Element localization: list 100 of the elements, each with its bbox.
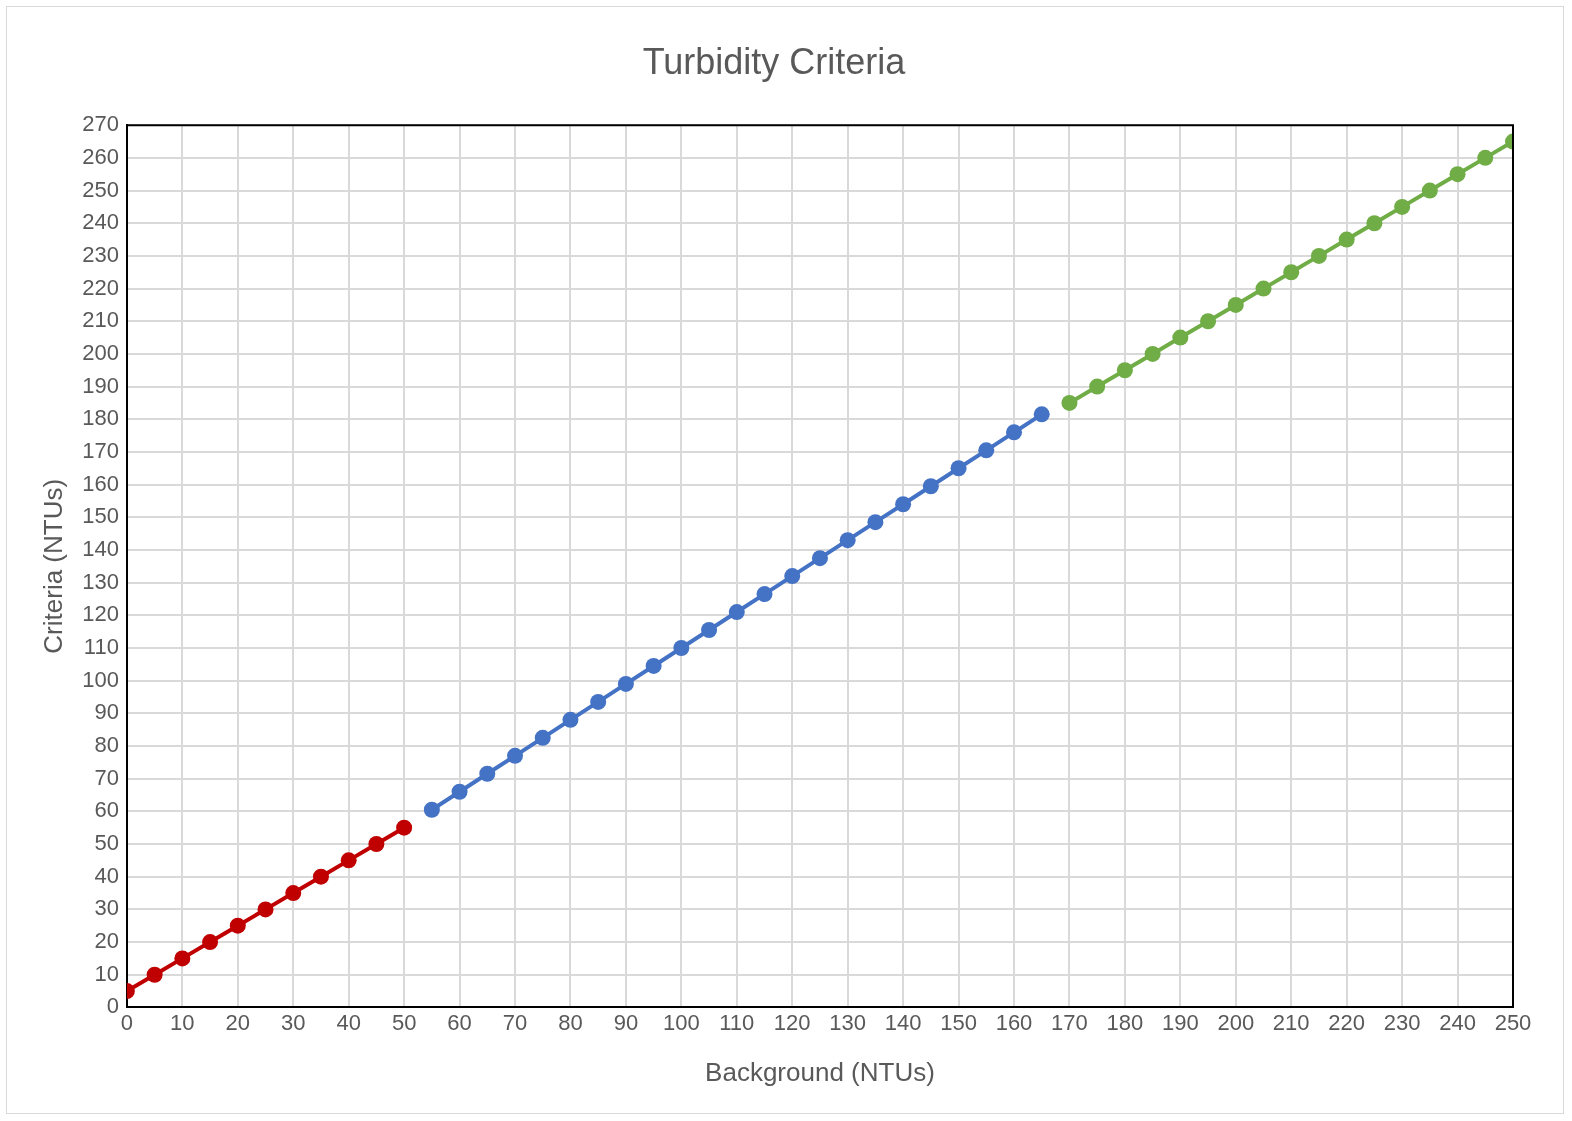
point <box>257 901 274 918</box>
point <box>1310 247 1327 264</box>
y-tick-label: 260 <box>82 143 119 169</box>
y-tick-label: 90 <box>94 699 119 725</box>
point <box>1144 345 1161 362</box>
point <box>922 478 939 495</box>
point <box>312 868 329 885</box>
x-axis-title: Background (NTUs) <box>705 1056 935 1087</box>
x-tick-label: 10 <box>170 1009 195 1035</box>
x-tick-label: 160 <box>995 1009 1033 1035</box>
point <box>1061 394 1078 411</box>
point <box>756 586 773 603</box>
x-tick-label: 80 <box>558 1009 583 1035</box>
y-axis-title: Criteria (NTUs) <box>37 478 68 654</box>
x-tick-label: 50 <box>391 1009 417 1035</box>
point <box>1338 231 1355 248</box>
point <box>1227 296 1244 313</box>
chart-title: Turbidity Criteria <box>642 40 907 82</box>
x-tick-label: 170 <box>1051 1009 1088 1035</box>
point <box>174 950 191 967</box>
y-tick-label: 250 <box>82 176 119 202</box>
point <box>1006 424 1023 441</box>
point <box>423 801 440 818</box>
y-tick-label: 180 <box>82 405 119 431</box>
point <box>202 934 219 951</box>
y-tick-label: 190 <box>82 372 119 398</box>
point <box>368 836 385 853</box>
x-tick-label: 90 <box>613 1009 639 1035</box>
point <box>1172 329 1189 346</box>
point <box>507 747 524 764</box>
y-tick-label: 80 <box>94 732 119 758</box>
y-tick-label: 20 <box>94 928 119 954</box>
point <box>1421 182 1438 199</box>
point <box>340 852 357 869</box>
x-tick-label: 60 <box>447 1009 472 1035</box>
y-tick-label: 130 <box>82 568 119 594</box>
x-tick-label: 40 <box>336 1009 361 1035</box>
point <box>1283 264 1300 281</box>
y-tick-label: 270 <box>82 111 119 137</box>
x-tick-label: 190 <box>1161 1009 1199 1035</box>
y-tick-label: 30 <box>94 895 119 921</box>
point <box>1116 362 1133 379</box>
point <box>1200 313 1217 330</box>
point <box>1255 280 1272 297</box>
y-tick-label: 230 <box>82 241 119 267</box>
y-tick-label: 10 <box>94 960 119 986</box>
x-tick-label: 30 <box>281 1009 306 1035</box>
x-tick-label: 230 <box>1383 1009 1421 1035</box>
y-tick-label: 240 <box>82 209 119 235</box>
point <box>1033 406 1050 423</box>
point <box>617 675 634 692</box>
point <box>285 885 302 902</box>
point <box>867 514 884 531</box>
x-tick-label: 250 <box>1494 1009 1532 1035</box>
x-tick-label: 150 <box>940 1009 977 1035</box>
point <box>1477 149 1494 166</box>
point <box>1394 198 1411 215</box>
point <box>811 550 828 567</box>
y-tick-label: 0 <box>106 993 119 1019</box>
x-tick-label: 100 <box>662 1009 700 1035</box>
point <box>146 966 163 983</box>
x-tick-label: 130 <box>829 1009 867 1035</box>
y-tick-label: 40 <box>94 862 119 888</box>
x-tick-label: 210 <box>1272 1009 1310 1035</box>
y-tick-label: 110 <box>83 634 119 660</box>
point <box>1089 378 1106 395</box>
point <box>645 657 662 674</box>
point <box>451 783 468 800</box>
y-tick-label: 170 <box>82 438 119 463</box>
y-tick-label: 70 <box>94 764 119 790</box>
point <box>839 532 856 549</box>
point <box>728 604 745 621</box>
point <box>950 460 967 477</box>
x-tick-label: 200 <box>1217 1009 1255 1035</box>
point <box>396 819 413 836</box>
y-tick-label: 50 <box>94 830 119 856</box>
y-tick-label: 210 <box>82 307 119 333</box>
x-tick-label: 240 <box>1439 1009 1476 1035</box>
point <box>784 568 801 585</box>
y-tick-label: 120 <box>82 601 119 627</box>
point <box>978 442 995 459</box>
x-tick-label: 180 <box>1106 1009 1144 1035</box>
x-tick-label: 110 <box>719 1009 755 1035</box>
point <box>562 711 579 728</box>
x-tick-label: 70 <box>502 1009 528 1035</box>
y-tick-label: 200 <box>82 339 119 365</box>
point <box>673 639 690 656</box>
y-tick-label: 160 <box>82 470 119 496</box>
point <box>1449 166 1466 183</box>
point <box>701 622 718 639</box>
y-tick-label: 220 <box>82 274 119 300</box>
point <box>479 765 496 782</box>
x-tick-label: 120 <box>773 1009 811 1035</box>
x-tick-label: 140 <box>884 1009 922 1035</box>
y-tick-label: 60 <box>94 797 119 823</box>
point <box>1366 215 1383 232</box>
y-tick-label: 140 <box>82 536 119 562</box>
point <box>590 693 607 710</box>
point <box>534 729 551 746</box>
x-tick-label: 20 <box>225 1009 251 1035</box>
